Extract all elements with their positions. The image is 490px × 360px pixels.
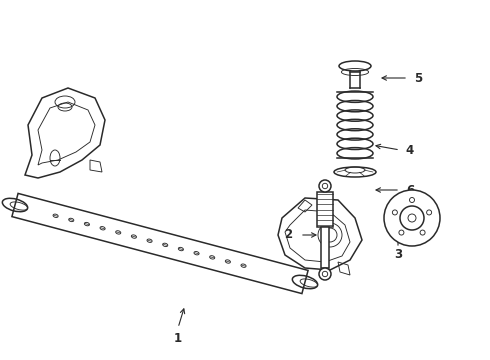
- Circle shape: [319, 268, 331, 280]
- Text: 5: 5: [414, 72, 422, 85]
- Ellipse shape: [334, 167, 376, 177]
- Text: 1: 1: [174, 332, 182, 345]
- Text: 6: 6: [406, 184, 414, 197]
- Polygon shape: [317, 192, 333, 227]
- Polygon shape: [321, 227, 329, 268]
- Text: 2: 2: [284, 229, 292, 242]
- Ellipse shape: [339, 61, 371, 71]
- Ellipse shape: [426, 207, 438, 229]
- Circle shape: [319, 180, 331, 192]
- Circle shape: [400, 206, 424, 230]
- Circle shape: [384, 190, 440, 246]
- Text: 4: 4: [406, 144, 414, 157]
- Text: 3: 3: [394, 248, 402, 261]
